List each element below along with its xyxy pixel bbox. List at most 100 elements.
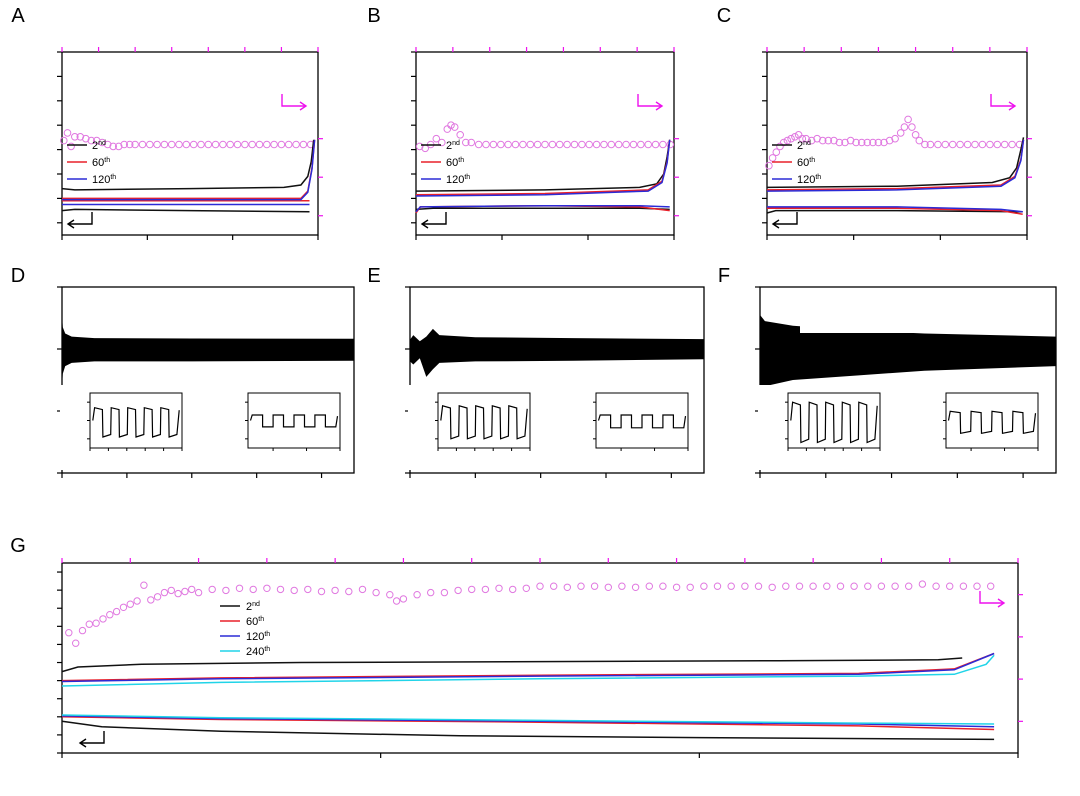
legend-label-120th: 120th [246, 631, 270, 643]
ce-point [864, 582, 872, 590]
ce-point [140, 581, 148, 589]
ce-point [629, 140, 638, 149]
ce-point [175, 140, 183, 149]
ce-point [959, 582, 968, 590]
inset-waveform [947, 410, 1037, 435]
ce-point [182, 140, 191, 149]
ce-point [522, 584, 530, 592]
legend-label-2nd: 2nd [92, 140, 106, 152]
inset-bg [60, 385, 190, 470]
ce-point [830, 136, 838, 145]
ce-point [415, 142, 424, 151]
ce-point [686, 583, 694, 591]
panel-F: F [718, 265, 1057, 478]
panel-letter: E [367, 265, 380, 287]
ce-point [114, 142, 123, 151]
ce-point [147, 596, 155, 604]
legend-label-2nd: 2nd [246, 601, 260, 613]
ce-point [548, 140, 557, 149]
ce-point [78, 626, 87, 635]
ce-point [440, 588, 449, 597]
ce-point [504, 140, 512, 149]
ce-point [331, 586, 339, 595]
ce-point [563, 140, 571, 149]
ce-point [276, 585, 285, 594]
panel-G: G 2nd 60th 120th 240th [10, 535, 1023, 758]
ce-point [905, 582, 913, 590]
voltage-envelope [760, 314, 1056, 393]
ce-point [76, 133, 85, 141]
series-240th-charge [61, 654, 995, 687]
ce-point [519, 140, 527, 149]
ce-point [644, 140, 653, 149]
ce-point [915, 136, 924, 145]
ce-point [555, 140, 564, 149]
ce-point [978, 140, 987, 149]
panel-C: C 2nd 60th 120th [717, 5, 1032, 240]
ce-point [850, 582, 858, 590]
series-120th-discharge [415, 204, 670, 213]
ce-point [713, 582, 722, 590]
ce-point [153, 593, 162, 601]
series-2nd-charge [61, 657, 963, 673]
ce-point [741, 582, 749, 590]
ce-point [462, 138, 470, 147]
ce-point [474, 140, 483, 149]
ce-point [211, 140, 220, 149]
ce-point [948, 140, 957, 149]
ce-point [60, 136, 68, 145]
ce-point [600, 140, 608, 149]
ce-point [219, 140, 227, 149]
ce-point [138, 140, 147, 149]
ce-point [791, 133, 799, 141]
ce-point [270, 140, 278, 149]
ce-point [454, 586, 462, 595]
ce-point [651, 140, 660, 149]
inset-bg [758, 385, 888, 470]
ce-point [798, 134, 807, 143]
ce-point [82, 134, 90, 143]
series-2nd-discharge [766, 209, 1023, 214]
series-60th-discharge [61, 716, 995, 731]
ce-point [109, 142, 117, 151]
ce-point [120, 140, 128, 149]
ce-point [226, 140, 234, 149]
legend-label-60th: 60th [92, 157, 110, 169]
ce-point [188, 585, 196, 594]
legend-label-120th: 120th [797, 174, 821, 186]
ce-point [577, 582, 585, 590]
ce-point [533, 140, 542, 149]
ce-point [125, 140, 134, 149]
ce-point [299, 140, 308, 149]
ce-point [235, 584, 244, 592]
plot-frame [61, 286, 355, 474]
voltage-envelope [62, 314, 354, 387]
ce-point [590, 582, 599, 590]
ce-point [399, 595, 408, 603]
inset-waveform [92, 406, 180, 438]
ce-point [1000, 140, 1009, 149]
ce-point [167, 140, 176, 149]
ce-point [450, 123, 459, 131]
ce-point [174, 589, 182, 598]
ce-point [772, 148, 781, 156]
plot-frame [766, 51, 1028, 236]
inset-1 [60, 385, 190, 470]
ce-point [578, 140, 586, 149]
ce-point [112, 607, 121, 616]
panel-B: B 2nd 60th 120th [367, 5, 679, 240]
ce-point [432, 134, 441, 143]
ce-point [618, 582, 626, 590]
ce-point [204, 140, 213, 149]
legend-label-2nd: 2nd [446, 140, 460, 152]
panel-letter: G [10, 535, 26, 557]
ce-point [208, 585, 216, 594]
ce-point [317, 587, 326, 596]
ce-point [857, 138, 866, 147]
ce-point [443, 125, 452, 133]
ce-point [809, 582, 817, 590]
ce-point [900, 123, 909, 131]
ce-point [290, 586, 298, 595]
ce-point [891, 134, 899, 143]
